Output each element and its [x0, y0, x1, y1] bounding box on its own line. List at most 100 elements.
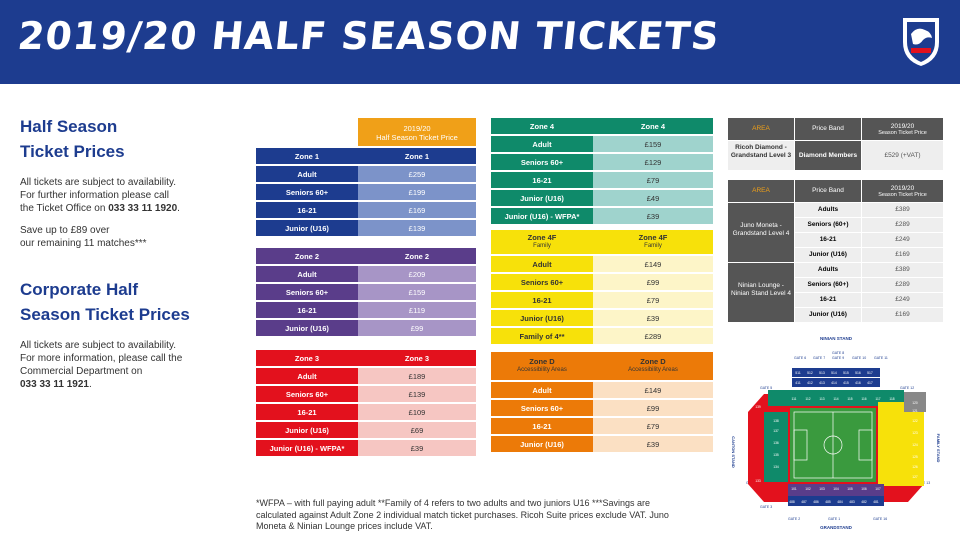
category-cell: 16-21 [256, 202, 358, 218]
block-label: 511 [795, 371, 801, 375]
block-label: 414 [831, 381, 837, 385]
zone-header: Zone D Accessibility Areas [593, 352, 713, 380]
block-label: 107 [875, 487, 881, 491]
table-row: Junior (U16) - WFPA* £39 [491, 208, 713, 224]
category-cell: Adult [491, 136, 593, 152]
category-cell: Family of 4** [491, 328, 593, 344]
category-cell: Seniors 60+ [256, 284, 358, 300]
category-cell: Adult [491, 256, 593, 272]
category-cell: 16-21 [491, 292, 593, 308]
corner-block [904, 392, 926, 412]
price-cell: £529 (+VAT) [862, 141, 943, 170]
block-label: 415 [843, 381, 849, 385]
table-row: Adults £389 [795, 263, 943, 277]
block-label: 411 [795, 381, 801, 385]
block-label: 515 [843, 371, 849, 375]
table-row: 16-21 £249 [795, 293, 943, 307]
table-row: Seniors 60+ £199 [256, 184, 476, 200]
block-label: 135 [773, 453, 779, 457]
band-cell: Junior (U16) [795, 308, 861, 322]
table-row: Seniors (60+) £289 [795, 278, 943, 292]
table-row: Junior (U16) £139 [256, 220, 476, 236]
text-line: All tickets are subject to availability. [20, 177, 176, 188]
header-subtitle: Half Season Ticket Price [376, 133, 458, 142]
heading-line: Half Season [20, 117, 118, 136]
price-header-title: 2019/20 [890, 185, 915, 192]
table-row: Adult £259 [256, 166, 476, 182]
zone-header: Zone 1 [256, 148, 358, 164]
category-cell: Junior (U16) [256, 220, 358, 236]
price-header: 2019/20 Season Ticket Price [862, 118, 943, 140]
table-row: Seniors 60+ £129 [491, 154, 713, 170]
band-cell: 16-21 [795, 293, 861, 307]
gate-label: GATE 10 [852, 356, 866, 360]
price-cell: £119 [358, 302, 476, 318]
block-label: 101 [791, 487, 797, 491]
block-label: 484 [837, 500, 843, 504]
table-row: 16-21 £249 [795, 233, 943, 247]
heading-line: Corporate Half [20, 280, 139, 299]
category-cell: Seniors 60+ [491, 400, 593, 416]
price-cell: £149 [593, 382, 713, 398]
ninian-rows: Adults £389 Seniors (60+) £289 16-21 £249 J… [795, 263, 943, 322]
category-cell: Junior (U16) - WFPA* [491, 208, 593, 224]
price-cell: £259 [358, 166, 476, 182]
price-cell: £159 [593, 136, 713, 152]
price-header-title: 2019/20 [890, 123, 915, 130]
zone1-table: Zone 1 Zone 1 Adult £259 Seniors 60+ £199 1… [256, 146, 476, 238]
zone-header: Zone 4 [593, 118, 713, 134]
text-line: For further information please call [20, 190, 169, 201]
text-line: Save up to £89 over [20, 225, 110, 236]
table-row: Seniors (60+) £289 [795, 218, 943, 232]
category-cell: Adult [256, 266, 358, 282]
block-label: 102 [805, 487, 811, 491]
price-cell: £39 [593, 310, 713, 326]
block-label: 104 [833, 487, 839, 491]
block-label: 120 [912, 401, 918, 405]
block-label: 487 [801, 500, 807, 504]
block-label: 514 [831, 371, 837, 375]
block-label: 412 [807, 381, 813, 385]
area-cell: Juno Moneta - Grandstand Level 4 [728, 203, 794, 262]
block-label: 139 [755, 405, 761, 409]
text-fragment: the Ticket Office on [20, 203, 109, 214]
band-cell: Adults [795, 263, 861, 277]
page-title: 2019/20 HALF SEASON TICKETS [15, 14, 722, 58]
zone-header-title: Zone D [640, 357, 666, 366]
category-cell: Junior (U16) [256, 320, 358, 336]
price-cell: £249 [862, 293, 943, 307]
price-cell: £249 [862, 233, 943, 247]
band-cell: 16-21 [795, 233, 861, 247]
table-row: Family of 4** £289 [491, 328, 713, 344]
zone-header: Zone 1 [358, 148, 476, 164]
ticket-office-phone[interactable]: 033 33 11 1920 [108, 203, 178, 214]
zone-header: Zone 2 [256, 248, 358, 264]
category-cell: Seniors 60+ [256, 386, 358, 402]
pitch [790, 408, 876, 482]
zone-header-subtitle: Accessibility Areas [517, 367, 567, 373]
table-row: Adults £389 [795, 203, 943, 217]
band-cell: Junior (U16) [795, 248, 861, 262]
price-header: 2019/20 Season Ticket Price [862, 180, 943, 202]
text-line: 033 33 11 1921. [20, 378, 182, 391]
block-label: 112 [805, 397, 810, 401]
zone-header: Zone 4 [491, 118, 593, 134]
block-label: 105 [847, 487, 853, 491]
zone-header-title: Zone 4F [527, 233, 557, 242]
zoned-table: Zone D Accessibility Areas Zone D Accessibi… [491, 350, 713, 454]
area-header: AREA [728, 118, 794, 140]
commercial-phone[interactable]: 033 33 11 1921 [20, 379, 89, 390]
half-season-heading: Half Season Ticket Prices [20, 114, 125, 164]
block-label: 137 [773, 429, 779, 433]
table-row: Junior (U16) - WFPA* £39 [256, 440, 476, 456]
area-header: AREA [728, 180, 794, 202]
zone-header-title: Zone 4F [638, 233, 668, 242]
block-label: 483 [849, 500, 855, 504]
category-cell: Seniors 60+ [256, 184, 358, 200]
band-cell: Adults [795, 203, 861, 217]
price-cell: £99 [593, 274, 713, 290]
family-stand-blocks [878, 402, 924, 486]
price-cell: £39 [593, 208, 713, 224]
block-label: 134 [773, 465, 779, 469]
zone2-table: Zone 2 Zone 2 Adult £209 Seniors 60+ £159 1… [256, 246, 476, 338]
